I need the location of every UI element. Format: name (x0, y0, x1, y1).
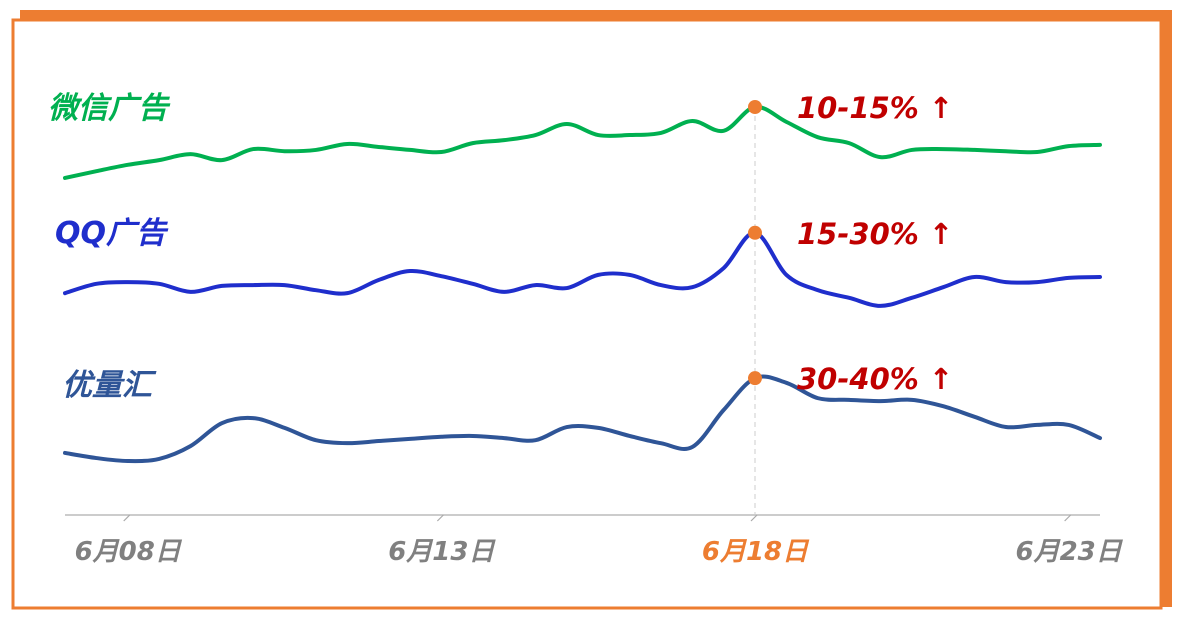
annotation: 15-30% ↑ (797, 217, 953, 251)
highlight-point (748, 371, 762, 386)
annotation: 10-15% ↑ (797, 91, 953, 125)
x-tick-label: 6月23日 (1015, 537, 1123, 567)
series-label: 优量汇 (62, 368, 157, 403)
highlight-point (748, 225, 762, 240)
x-tick-label: 6月13日 (388, 537, 496, 567)
x-tick (123, 514, 131, 522)
series-line (63, 374, 1102, 464)
x-tick (1064, 514, 1072, 522)
series-label: 微信广告 (48, 91, 171, 126)
x-tick (750, 514, 758, 522)
highlight-point (748, 100, 762, 114)
series-line (63, 104, 1102, 180)
x-tick (436, 514, 444, 522)
frame (11, 18, 1163, 610)
series-line (63, 230, 1102, 308)
series-label: QQ广告 (55, 216, 169, 251)
x-tick-label: 6月18日 (702, 537, 810, 567)
x-tick-label: 6月08日 (75, 537, 183, 567)
annotation: 30-40% ↑ (797, 362, 953, 396)
